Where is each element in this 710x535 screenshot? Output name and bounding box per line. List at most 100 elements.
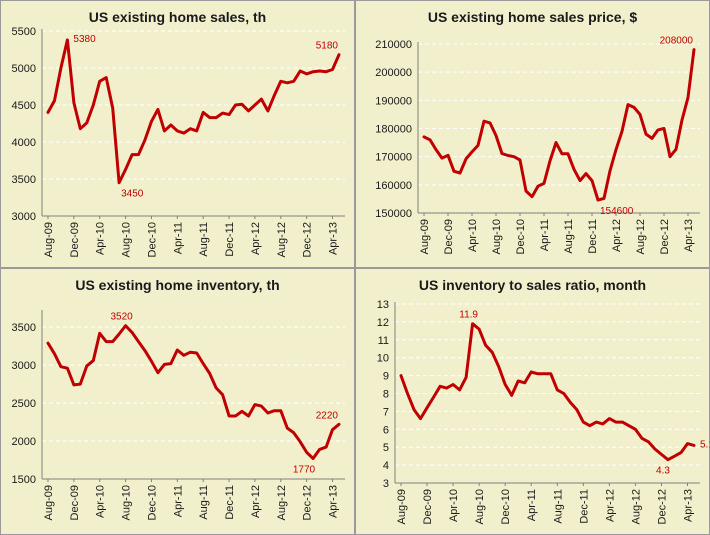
y-tick-label: 190000 — [375, 95, 412, 107]
data-point — [130, 331, 134, 334]
data-point — [286, 426, 289, 430]
y-tick-label: 2500 — [12, 398, 36, 410]
x-tick-label: Aug-09 — [396, 489, 408, 524]
data-point — [137, 153, 140, 156]
series-line — [46, 38, 341, 185]
data-point — [305, 451, 308, 454]
data-point — [680, 118, 684, 122]
panel-frame — [355, 268, 710, 535]
data-point — [399, 374, 403, 377]
data-point — [92, 359, 95, 362]
chart-title: US existing home sales, th — [89, 9, 266, 25]
x-tick-label: Apr-13 — [682, 489, 694, 522]
data-point — [117, 181, 121, 184]
x-tick-label: Dec-11 — [578, 489, 590, 524]
data-point — [650, 137, 654, 140]
data-point — [105, 340, 108, 343]
data-point — [111, 340, 114, 343]
series-line — [422, 48, 696, 202]
data-point — [434, 148, 438, 151]
x-tick-label: Dec-11 — [587, 219, 599, 254]
data-point — [451, 383, 455, 386]
x-tick-label: Apr-13 — [328, 222, 340, 255]
y-tick-label: 180000 — [375, 124, 412, 136]
data-point — [208, 116, 211, 119]
data-point — [640, 437, 644, 440]
data-label: 5180 — [316, 41, 339, 52]
data-point — [575, 408, 578, 411]
data-point — [638, 113, 642, 116]
x-tick-label: Aug-10 — [121, 222, 133, 257]
data-point — [596, 198, 600, 202]
data-point — [46, 111, 50, 114]
data-point — [105, 76, 108, 79]
y-tick-label: 3000 — [12, 211, 36, 223]
x-tick-label: Dec-10 — [515, 219, 527, 254]
data-point — [331, 68, 334, 71]
data-point — [562, 392, 565, 395]
x-tick-label: Aug-11 — [198, 485, 210, 520]
data-point — [419, 417, 422, 420]
y-tick-label: 9 — [383, 371, 389, 383]
data-point — [518, 158, 522, 162]
data-point — [614, 420, 618, 424]
data-point — [595, 420, 598, 424]
data-point — [560, 152, 564, 155]
data-point — [324, 70, 328, 73]
data-label: 3520 — [110, 312, 133, 323]
data-point — [124, 324, 127, 327]
data-point — [59, 66, 63, 70]
data-point — [627, 424, 631, 427]
x-tick-label: Dec-12 — [302, 222, 314, 257]
data-point — [530, 195, 534, 198]
data-point — [679, 451, 683, 454]
data-point — [311, 70, 315, 73]
data-point — [428, 138, 432, 141]
data-point — [137, 340, 140, 343]
x-tick-label: Apr-11 — [172, 485, 184, 517]
data-point — [494, 134, 498, 137]
data-point — [476, 144, 480, 147]
data-point — [273, 94, 276, 97]
data-point — [247, 109, 250, 113]
x-tick-label: Aug-10 — [121, 485, 133, 520]
data-point — [202, 111, 205, 114]
data-point — [510, 394, 513, 397]
data-point — [536, 185, 540, 188]
data-point — [504, 383, 507, 386]
x-tick-label: Dec-10 — [146, 222, 158, 257]
data-point — [497, 365, 500, 368]
data-point — [686, 96, 690, 99]
data-point — [221, 393, 224, 396]
data-point — [626, 103, 630, 106]
y-tick-label: 150000 — [375, 208, 412, 220]
data-point — [253, 103, 257, 107]
y-tick-label: 4000 — [12, 137, 36, 149]
data-point — [464, 376, 468, 379]
data-point — [156, 108, 160, 111]
data-point — [337, 53, 341, 56]
data-point — [53, 99, 56, 102]
data-point — [214, 116, 218, 119]
data-point — [548, 159, 552, 163]
data-point — [176, 129, 179, 133]
data-point — [644, 132, 648, 136]
data-label: 154600 — [600, 206, 634, 217]
data-point — [656, 128, 660, 132]
data-point — [46, 341, 50, 345]
data-point — [500, 152, 504, 155]
data-point — [305, 72, 308, 76]
data-point — [446, 154, 450, 157]
data-point — [176, 348, 179, 352]
y-tick-label: 160000 — [375, 180, 412, 192]
y-tick-label: 3500 — [12, 174, 36, 186]
chart-inventory-sales-ratio: US inventory to sales ratio, month 3 4 5 6 7 8… — [355, 268, 710, 535]
data-point — [240, 103, 244, 106]
panel-frame — [0, 268, 355, 535]
data-point — [569, 401, 572, 404]
data-point — [608, 169, 612, 172]
data-point — [445, 386, 448, 390]
data-point — [59, 365, 63, 368]
data-point — [621, 420, 624, 424]
data-point — [554, 141, 558, 144]
